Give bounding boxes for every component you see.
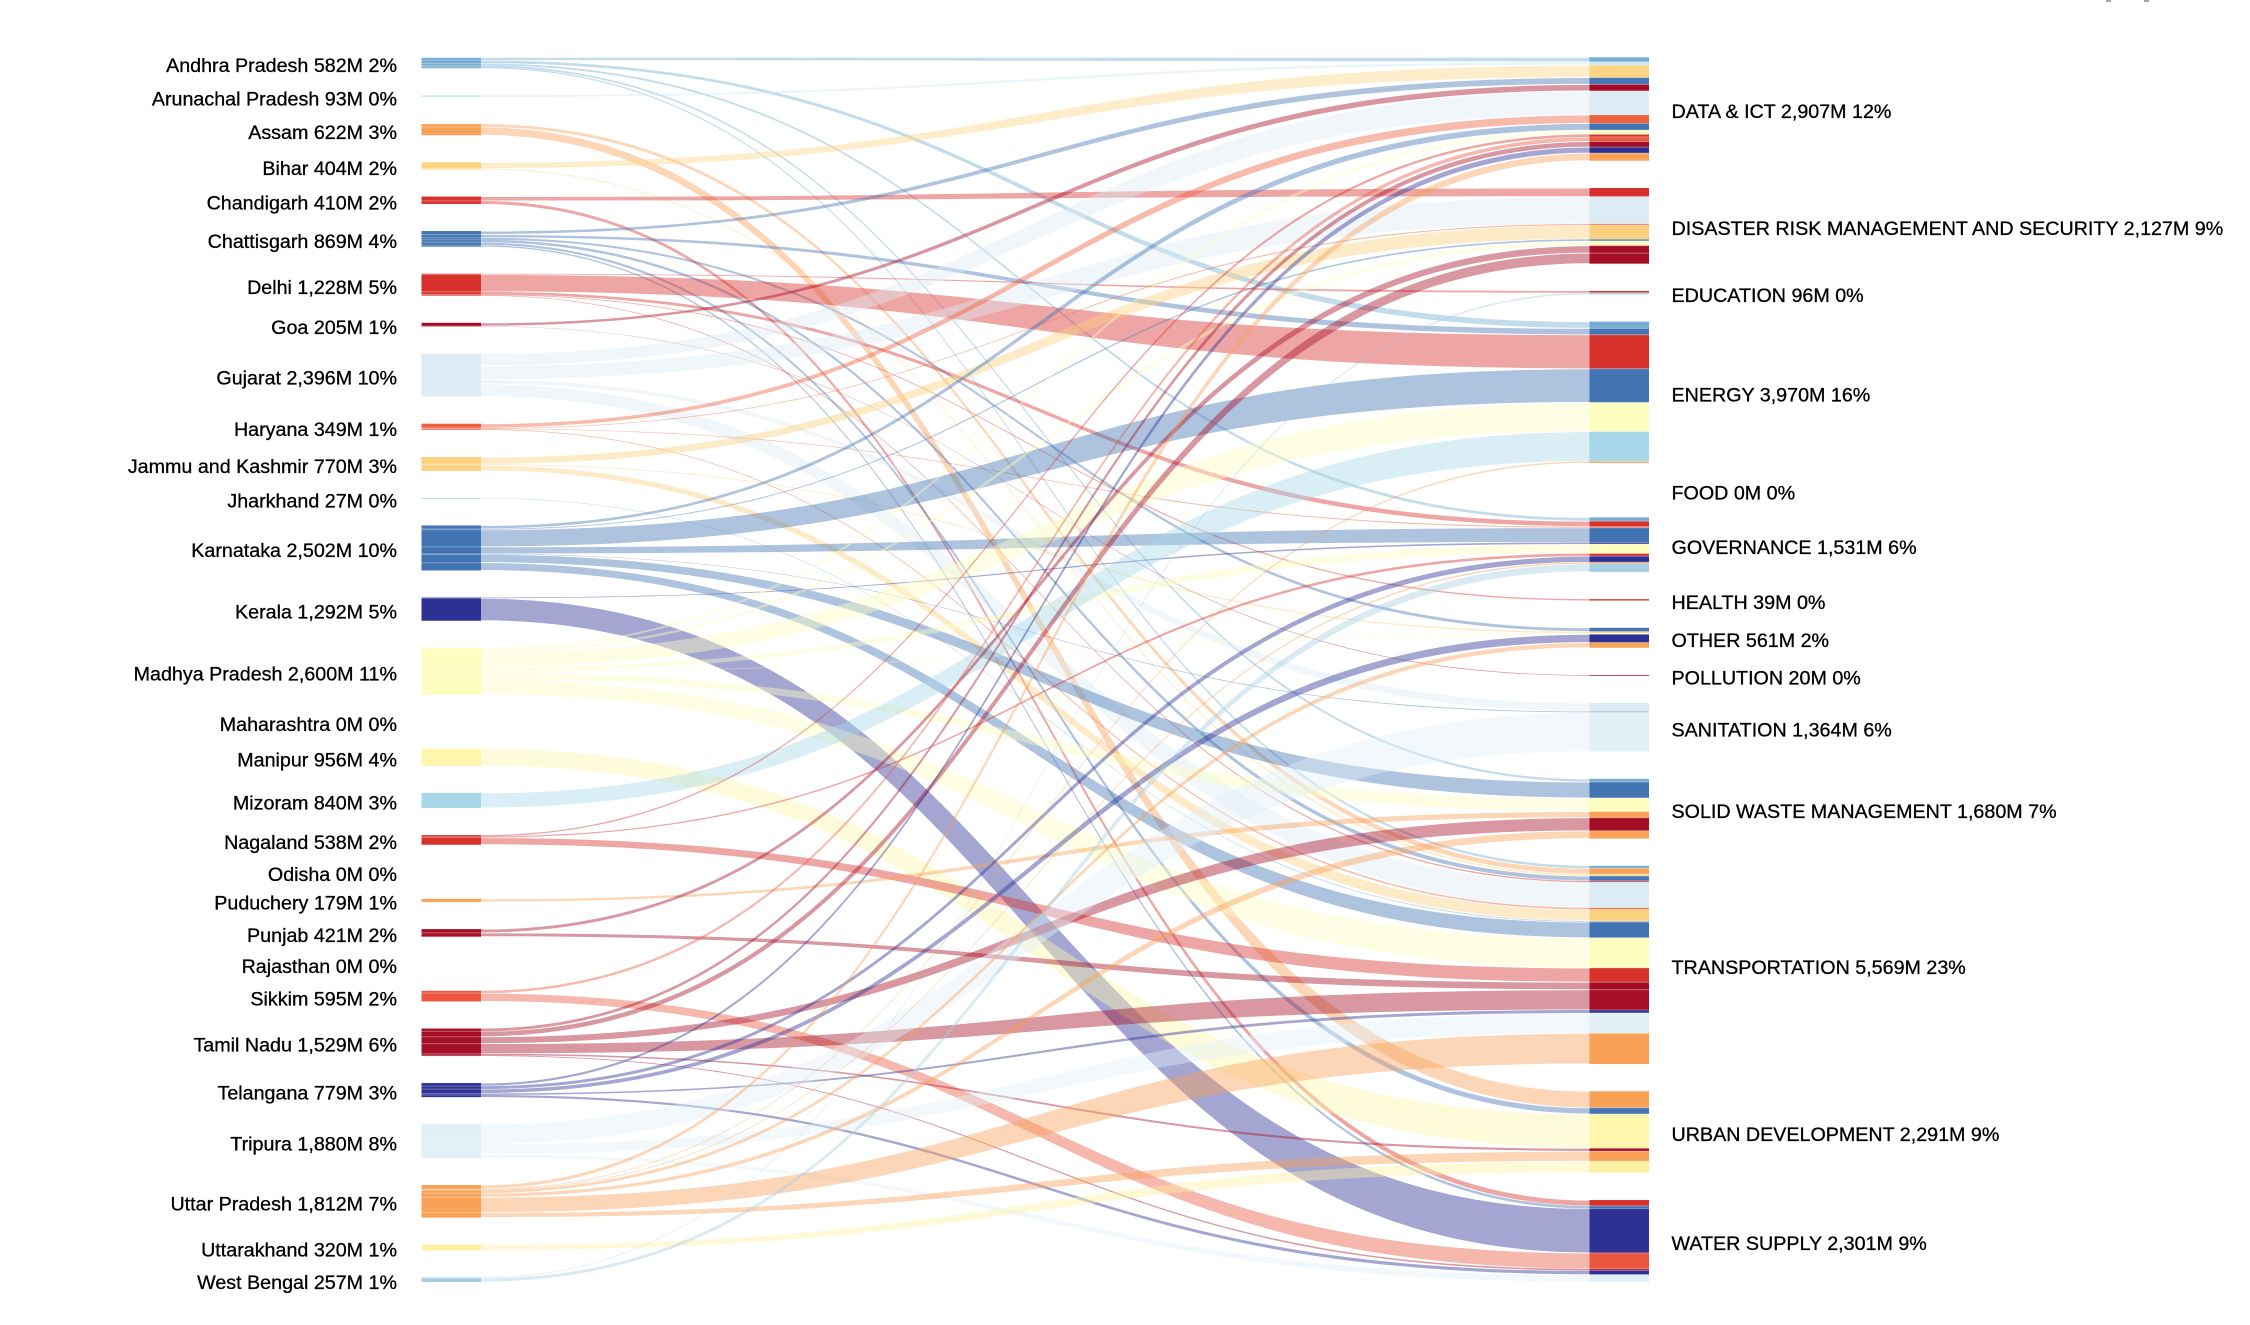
svg-text:TRANSPORTATION 5,569M 23%: TRANSPORTATION 5,569M 23%: [1672, 957, 1966, 979]
svg-text:Assam 622M 3%: Assam 622M 3%: [248, 122, 397, 144]
svg-text:OTHER 561M 2%: OTHER 561M 2%: [1672, 630, 1830, 652]
svg-text:WATER SUPPLY 2,301M 9%: WATER SUPPLY 2,301M 9%: [1672, 1233, 1927, 1255]
svg-text:Haryana 349M 1%: Haryana 349M 1%: [234, 419, 397, 441]
svg-text:Odisha 0M 0%: Odisha 0M 0%: [268, 864, 397, 886]
svg-text:Tripura 1,880M 8%: Tripura 1,880M 8%: [230, 1133, 397, 1155]
svg-text:Delhi 1,228M 5%: Delhi 1,228M 5%: [247, 277, 397, 299]
svg-text:EDUCATION 96M 0%: EDUCATION 96M 0%: [1672, 285, 1864, 307]
svg-text:GOVERNANCE 1,531M 6%: GOVERNANCE 1,531M 6%: [1672, 537, 1917, 559]
svg-text:Bihar 404M 2%: Bihar 404M 2%: [262, 158, 397, 180]
svg-text:Jharkhand 27M 0%: Jharkhand 27M 0%: [227, 490, 397, 512]
svg-text:Jammu and Kashmir 770M 3%: Jammu and Kashmir 770M 3%: [128, 456, 397, 478]
svg-text:HEALTH 39M 0%: HEALTH 39M 0%: [1672, 592, 1826, 614]
svg-text:Rajasthan 0M 0%: Rajasthan 0M 0%: [242, 956, 397, 978]
svg-text:ENERGY 3,970M 16%: ENERGY 3,970M 16%: [1672, 384, 1871, 406]
svg-text:Puduchery 179M 1%: Puduchery 179M 1%: [214, 893, 397, 915]
svg-text:Kerala 1,292M 5%: Kerala 1,292M 5%: [235, 601, 397, 623]
svg-text:Goa 205M 1%: Goa 205M 1%: [271, 317, 397, 339]
svg-text:Gujarat 2,396M 10%: Gujarat 2,396M 10%: [216, 367, 397, 389]
svg-text:Arunachal Pradesh 93M 0%: Arunachal Pradesh 93M 0%: [152, 88, 397, 110]
svg-text:Tamil Nadu 1,529M 6%: Tamil Nadu 1,529M 6%: [193, 1034, 397, 1056]
svg-text:Chandigarh 410M 2%: Chandigarh 410M 2%: [207, 192, 397, 214]
svg-text:West Bengal 257M 1%: West Bengal 257M 1%: [197, 1272, 397, 1294]
svg-text:Maharashtra 0M 0%: Maharashtra 0M 0%: [220, 714, 397, 736]
svg-text:Madhya Pradesh 2,600M 11%: Madhya Pradesh 2,600M 11%: [134, 663, 397, 685]
svg-text:Manipur 956M 4%: Manipur 956M 4%: [237, 749, 397, 771]
svg-text:DATA & ICT 2,907M 12%: DATA & ICT 2,907M 12%: [1672, 101, 1892, 123]
svg-text:URBAN DEVELOPMENT 2,291M 9%: URBAN DEVELOPMENT 2,291M 9%: [1672, 1124, 2000, 1146]
svg-text:DISASTER RISK MANAGEMENT AND S: DISASTER RISK MANAGEMENT AND SECURITY 2,…: [1672, 218, 2224, 240]
svg-text:Punjab 421M 2%: Punjab 421M 2%: [247, 925, 397, 947]
svg-text:Sikkim 595M 2%: Sikkim 595M 2%: [250, 988, 397, 1010]
svg-text:Uttar Pradesh 1,812M 7%: Uttar Pradesh 1,812M 7%: [170, 1194, 397, 1216]
svg-text:Andhra Pradesh 582M 2%: Andhra Pradesh 582M 2%: [166, 55, 397, 77]
svg-text:Nagaland 538M 2%: Nagaland 538M 2%: [224, 832, 397, 854]
svg-text:FOOD 0M 0%: FOOD 0M 0%: [1672, 482, 1796, 504]
svg-text:POLLUTION 20M 0%: POLLUTION 20M 0%: [1672, 668, 1861, 690]
svg-text:SANITATION 1,364M 6%: SANITATION 1,364M 6%: [1672, 719, 1892, 741]
svg-text:Telangana 779M 3%: Telangana 779M 3%: [217, 1082, 397, 1104]
svg-text:Uttarakhand 320M 1%: Uttarakhand 320M 1%: [201, 1240, 397, 1262]
svg-text:SOLID WASTE MANAGEMENT 1,680M: SOLID WASTE MANAGEMENT 1,680M 7%: [1672, 801, 2057, 823]
svg-text:Mizoram 840M 3%: Mizoram 840M 3%: [233, 793, 397, 815]
svg-text:Karnataka 2,502M 10%: Karnataka 2,502M 10%: [191, 540, 397, 562]
svg-text:Chattisgarh 869M 4%: Chattisgarh 869M 4%: [208, 231, 397, 253]
